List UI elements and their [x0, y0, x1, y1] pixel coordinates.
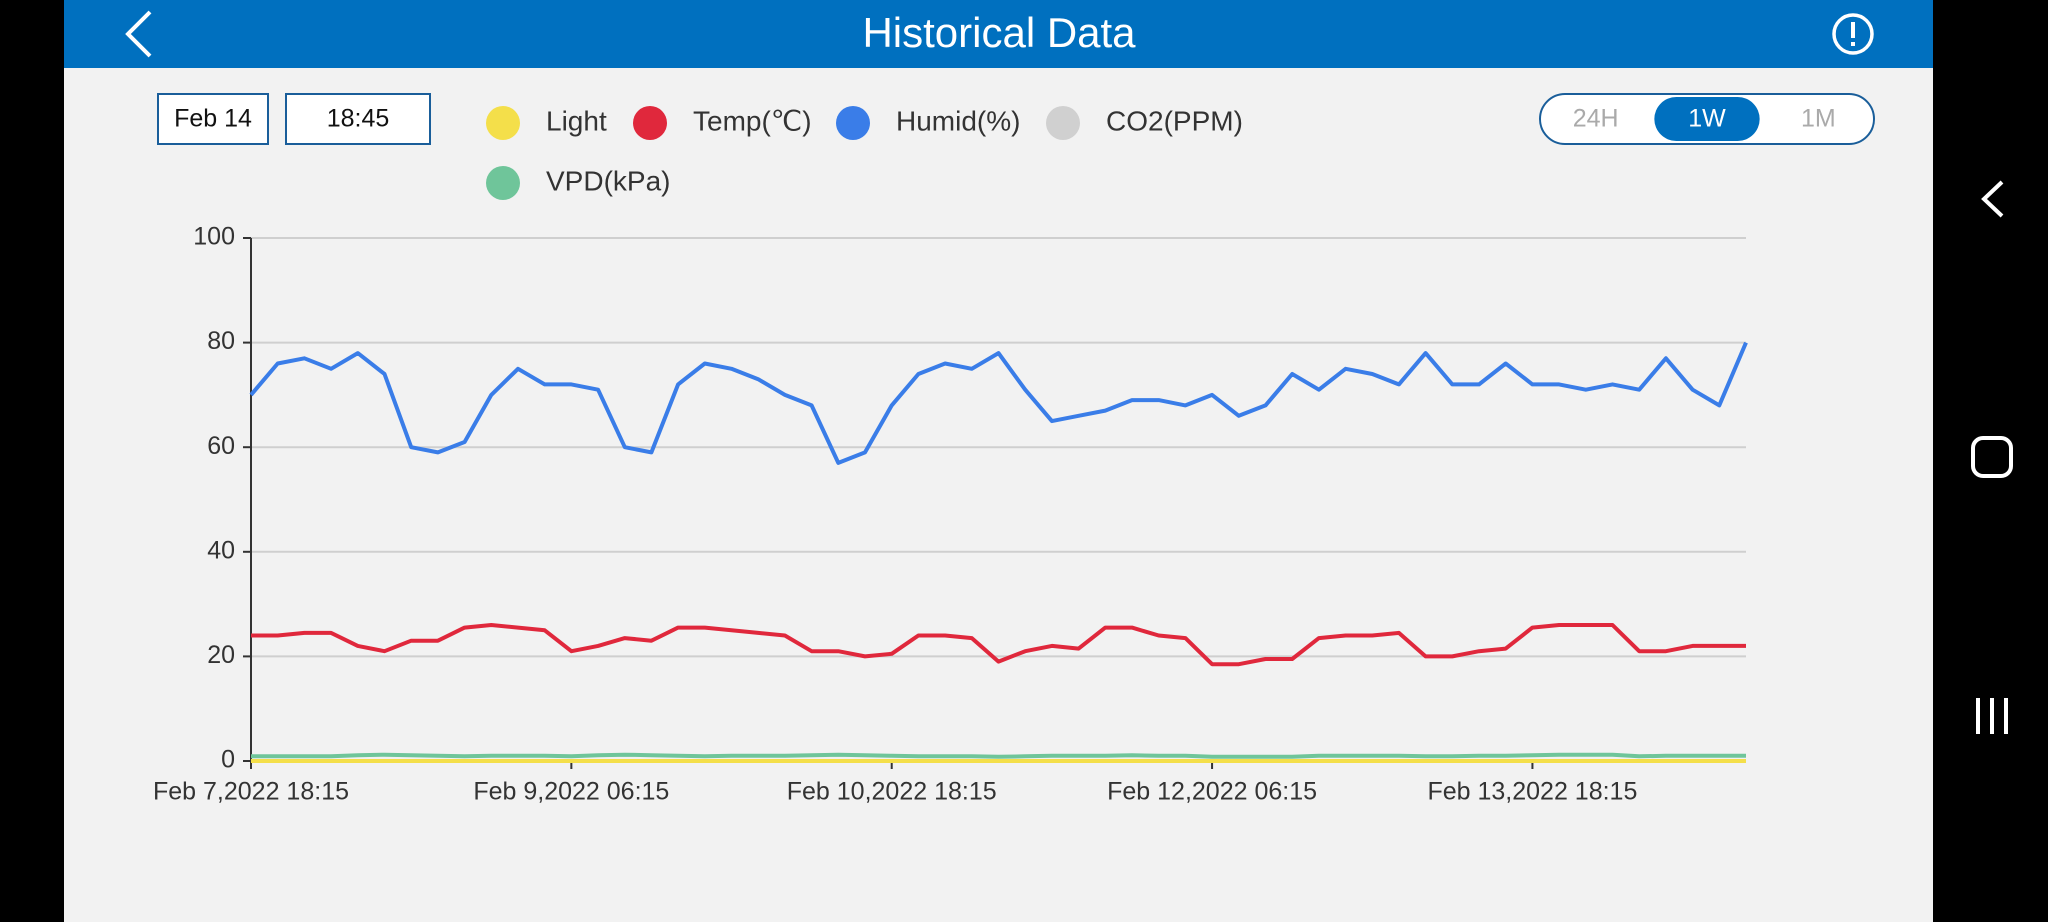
time-button[interactable]: [285, 93, 431, 145]
back-button[interactable]: [125, 10, 152, 58]
nav-back[interactable]: [1981, 180, 2004, 218]
nav-home[interactable]: [1971, 436, 2013, 478]
range-option[interactable]: [1654, 97, 1760, 141]
x-tick-label: Feb 9,2022 06:15: [473, 778, 669, 806]
legend-swatch: [836, 106, 870, 140]
y-tick-label: 40: [207, 536, 235, 564]
legend-label[interactable]: Humid(%): [896, 105, 1020, 136]
legend-swatch: [486, 166, 520, 200]
nav-recents[interactable]: [1976, 698, 2008, 734]
range-label: 24H: [1573, 105, 1619, 133]
x-tick-label: Feb 10,2022 18:15: [787, 778, 997, 806]
y-tick-label: 0: [221, 746, 235, 774]
legend-swatch: [486, 106, 520, 140]
x-tick-label: Feb 7,2022 18:15: [153, 778, 349, 806]
legend-label[interactable]: Light: [546, 105, 607, 136]
app-background: [64, 0, 1933, 922]
legend-swatch: [633, 106, 667, 140]
series-line: [249, 341, 1748, 465]
y-tick-label: 20: [207, 641, 235, 669]
range-label: 1W: [1688, 105, 1726, 133]
y-tick-label: 60: [207, 432, 235, 460]
x-tick-label: Feb 12,2022 06:15: [1107, 778, 1317, 806]
time-text: 18:45: [327, 105, 390, 133]
legend-swatch: [1046, 106, 1080, 140]
range-label: 1M: [1801, 105, 1836, 133]
info-button[interactable]: [1832, 13, 1874, 55]
legend-label[interactable]: CO2(PPM): [1106, 105, 1243, 136]
legend-label[interactable]: VPD(kPa): [546, 165, 670, 196]
series-line: [251, 623, 1746, 667]
series-line: [251, 752, 1746, 759]
x-tick-label: Feb 13,2022 18:15: [1427, 778, 1637, 806]
header-title: Historical Data: [862, 9, 1136, 56]
nav-bar: [1971, 180, 2013, 734]
legend-label[interactable]: Temp(℃): [693, 105, 812, 136]
y-tick-label: 100: [193, 223, 235, 251]
date-button[interactable]: [157, 93, 269, 145]
header-bar: [64, 0, 1933, 68]
date-text: Feb 14: [174, 105, 252, 133]
y-tick-label: 80: [207, 327, 235, 355]
